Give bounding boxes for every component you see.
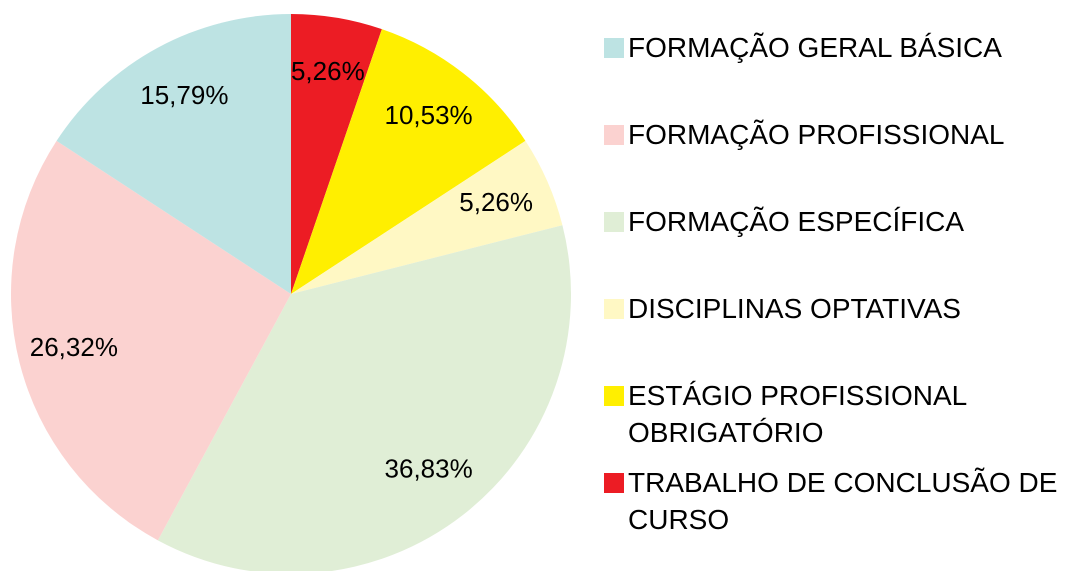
legend-item: TRABALHO DE CONCLUSÃO DE CURSO (604, 464, 1064, 551)
legend-label: DISCIPLINAS OPTATIVAS (628, 293, 961, 324)
legend-item: ESTÁGIO PROFISSIONAL OBRIGATÓRIO (604, 377, 1064, 464)
data-label: 10,53% (384, 100, 472, 130)
pie-slice (291, 140, 563, 294)
pie-slice (291, 14, 382, 294)
legend-swatch (604, 386, 624, 406)
legend-item: FORMAÇÃO PROFISSIONAL (604, 116, 1064, 203)
legend-label: FORMAÇÃO ESPECÍFICA (628, 206, 965, 237)
legend-swatch (604, 38, 624, 58)
legend-label: ESTÁGIO PROFISSIONAL OBRIGATÓRIO (628, 380, 967, 448)
legend: FORMAÇÃO GERAL BÁSICA FORMAÇÃO PROFISSION… (604, 29, 1064, 551)
legend-item: FORMAÇÃO ESPECÍFICA (604, 203, 1064, 290)
legend-swatch (604, 299, 624, 319)
legend-item: FORMAÇÃO GERAL BÁSICA (604, 29, 1064, 116)
data-label: 26,32% (30, 332, 118, 362)
legend-swatch (604, 473, 624, 493)
pie-slice (10, 140, 292, 541)
legend-swatch (604, 212, 624, 232)
pie: 5,26% 10,53% 5,26% 36,83% 26,32% 15,79% (10, 14, 571, 571)
data-label: 36,83% (385, 454, 473, 484)
legend-label: FORMAÇÃO PROFISSIONAL (628, 119, 1005, 150)
legend-item: DISCIPLINAS OPTATIVAS (604, 290, 1064, 377)
legend-label: FORMAÇÃO GERAL BÁSICA (628, 32, 1002, 63)
data-label: 5,26% (291, 56, 365, 86)
pie-slice (157, 225, 571, 571)
data-label: 15,79% (140, 80, 228, 110)
pie-slice (56, 14, 292, 294)
legend-label: TRABALHO DE CONCLUSÃO DE CURSO (628, 467, 1058, 535)
legend-swatch (604, 125, 624, 145)
pie-slice (291, 29, 526, 295)
data-label: 5,26% (459, 187, 533, 217)
